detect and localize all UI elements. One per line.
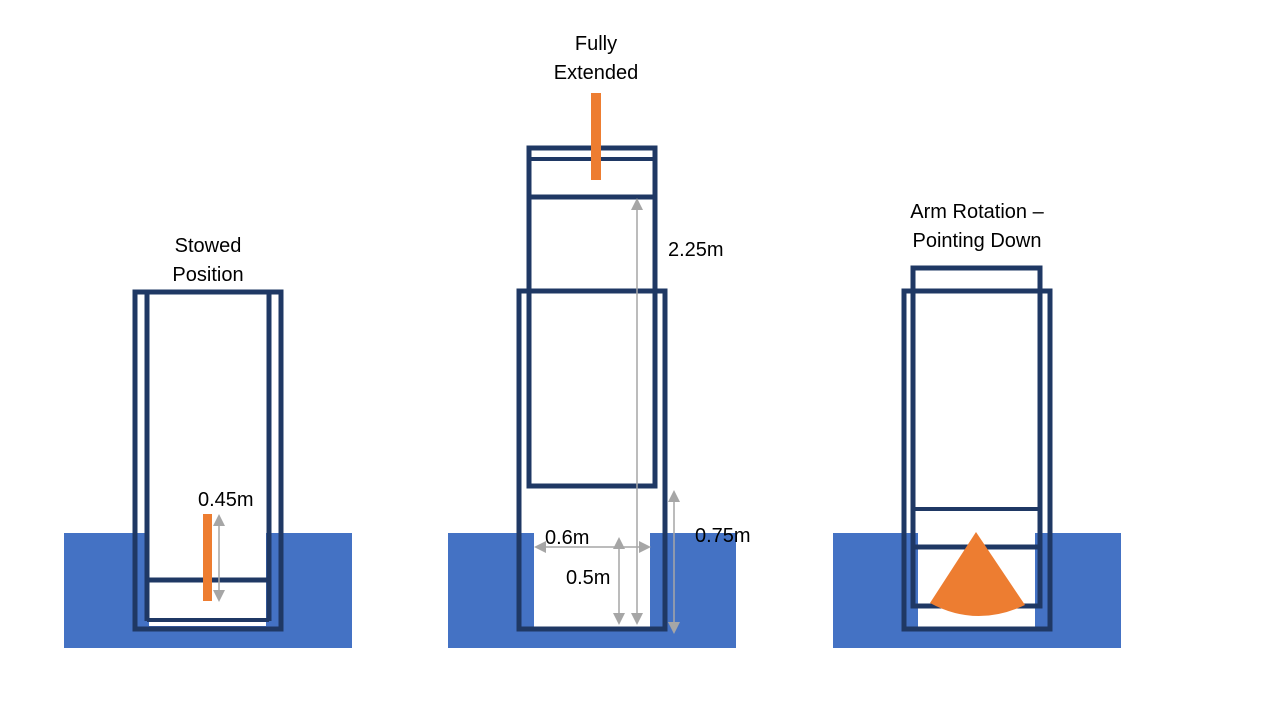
title-line-2-stowed: Position [172, 264, 243, 286]
outer-housing-stowed [132, 289, 284, 632]
dimension-label-overlap-height: 0.75m [695, 525, 751, 547]
title-line-1-extended: Fully [575, 33, 617, 55]
title-line-2-extended: Extended [554, 62, 639, 84]
panel-rotation: Arm Rotation – Pointing Down [833, 201, 1121, 648]
title-line-1-rotation: Arm Rotation – [910, 201, 1044, 223]
arm-extended [591, 93, 601, 180]
title-line-1-stowed: Stowed [175, 235, 242, 257]
arm-stowed [203, 514, 212, 601]
dimension-label-water-depth: 0.5m [566, 567, 610, 589]
panel-stowed: 0.45m Stowed Position [64, 235, 352, 648]
dimension-label-arm-length: 0.45m [198, 489, 254, 511]
panel-extended: 2.25m 0.6m 0.5m 0.75m Fully Extended [448, 33, 751, 648]
title-line-2-rotation: Pointing Down [913, 230, 1042, 252]
arm-rotation-sweep [930, 532, 1025, 617]
dimension-label-housing-width: 0.6m [545, 527, 589, 549]
dimension-label-extension-height: 2.25m [668, 239, 724, 261]
